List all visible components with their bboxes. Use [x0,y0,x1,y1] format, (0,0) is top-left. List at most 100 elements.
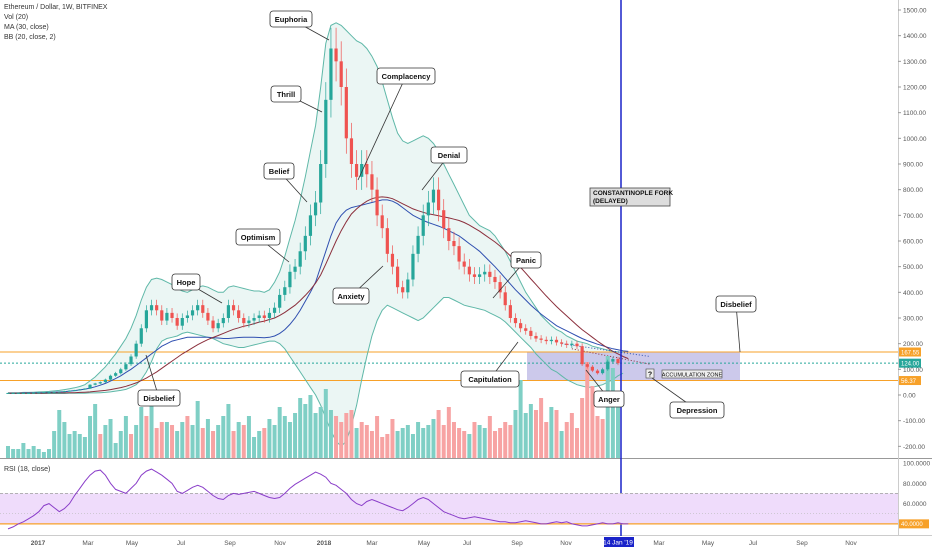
volume-bar [559,431,564,458]
volume-bar [252,437,257,458]
candle-body [339,61,343,87]
candle-body [52,391,56,393]
volume-bar [441,425,446,458]
volume-bar [554,410,559,458]
price-tick-label: 900.00 [903,162,923,169]
candle-body [544,339,548,342]
candle-body [508,305,512,318]
candle-body [252,318,256,321]
candle-body [196,305,200,311]
candle-body [539,338,543,340]
price-label-text: 124.00 [901,361,920,367]
annotation-belief-label: Belief [269,167,290,176]
candle-body [57,391,61,393]
candle-body [262,315,266,318]
volume-bar [313,413,318,458]
volume-bar [349,410,354,458]
candle-body [221,318,225,324]
volume-bar [170,425,175,458]
candle-body [155,305,159,311]
volume-bar [467,434,472,458]
candle-body [457,246,461,262]
candle-body [216,323,220,329]
volume-bar [446,407,451,458]
rsi-line [7,468,629,530]
volume-bar [405,425,410,458]
candle-body [488,271,492,277]
time-tick-label: Jul [177,540,186,547]
price-tick-label: 400.00 [903,290,923,297]
volume-bar [375,416,380,458]
time-tick-label-highlighted: 14 Jan '19 [603,540,633,547]
volume-bar [246,416,251,458]
price-tick-label: 1000.00 [903,136,927,143]
candle-body [73,390,77,392]
candle-body [93,383,97,385]
price-label-text: 56.37 [901,379,917,385]
annotation-anxiety-box [332,287,370,305]
candle-body [108,375,113,380]
volume-bar [462,431,467,458]
candle-body [519,323,523,329]
time-tick-label: Mar [82,540,94,547]
candle-body [303,235,307,252]
volume-bar [518,380,523,458]
price-tick-label: 600.00 [903,239,923,246]
annotation-complacency-box [376,67,436,85]
candle-body [370,174,374,190]
candle-body [278,294,282,308]
candle-body [32,392,36,394]
candle-body [190,310,195,316]
annotation-optimism-box [235,228,281,246]
volume-bar [574,428,579,458]
candle-body [585,364,589,367]
time-tick-label: 2018 [317,540,332,547]
price-tick-label: -100.00 [903,418,925,425]
candle-body [406,279,410,293]
candle-body [442,210,446,229]
candle-body [365,164,369,175]
volume-bar [267,419,272,458]
volume-bar [395,431,400,458]
accumulation-label-box [661,369,723,379]
price-tick-label: 100.00 [903,367,923,374]
volume-bar [200,428,205,458]
candle-body [185,315,190,318]
volume-bar [257,431,262,458]
candle-body [452,241,456,247]
volume-bar [298,398,303,458]
candle-body [78,389,82,391]
volume-bar [426,425,431,458]
volume-bar [457,428,462,458]
annotation-disbelief-early-label: Disbelief [143,394,175,403]
volume-bar [334,416,339,458]
candle-body [503,292,507,306]
annotation-denial-label: Denial [438,151,461,160]
volume-bar [328,410,333,458]
time-label-highlight-box [604,537,634,547]
volume-bar [221,416,226,458]
volume-bar [492,431,497,458]
price-label-box [899,358,921,368]
volume-bar [211,431,216,458]
candle-body [293,266,297,272]
volume-bar [431,419,436,458]
annotation-thrill-label: Thrill [277,90,295,99]
candle-body [88,384,92,389]
volume-bar [190,425,195,458]
candle-body [211,320,215,329]
candle-body [395,266,400,288]
candle-body [467,266,471,275]
price-tick-label: 0.00 [903,393,916,400]
volume-bar [282,416,287,458]
volume-bar [564,422,569,458]
bollinger-basis [8,199,629,394]
fork-label-line2: (DELAYED) [593,198,628,205]
volume-bar [293,413,298,458]
candle-body [6,392,10,394]
volume-bar [164,422,169,458]
candle-body [160,310,164,321]
volume-bar [72,431,77,458]
